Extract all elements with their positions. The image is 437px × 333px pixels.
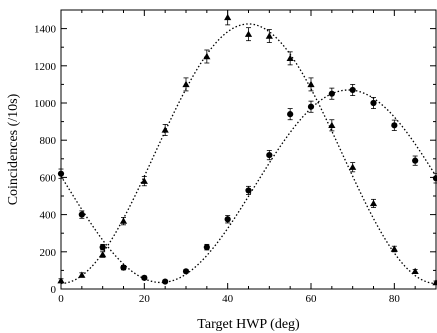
data-point-circle <box>182 268 190 275</box>
data-point-triangle <box>411 267 419 275</box>
data-point-circle <box>391 122 398 129</box>
data-point-circle <box>328 90 335 97</box>
data-point-triangle <box>328 121 336 129</box>
data-point-circle <box>78 211 85 218</box>
data-point-triangle <box>140 177 148 184</box>
data-point-circle <box>370 99 377 107</box>
x-tick-label: 0 <box>58 293 64 305</box>
data-marks <box>57 9 437 286</box>
data-point-circle <box>287 111 294 118</box>
data-point-circle <box>266 151 273 159</box>
data-point-triangle <box>182 80 190 88</box>
data-point-triangle <box>244 30 253 37</box>
data-point-circle <box>120 264 127 271</box>
data-point-triangle <box>224 13 232 21</box>
data-point-circle <box>245 187 252 194</box>
y-tick-label: 600 <box>40 172 57 184</box>
y-tick-label: 1200 <box>34 61 57 73</box>
data-point-circle <box>307 103 315 110</box>
x-tick-label: 80 <box>389 293 401 305</box>
data-point-triangle <box>203 52 211 60</box>
data-point-circle <box>412 157 419 164</box>
data-point-triangle <box>369 199 378 207</box>
data-point-circle <box>203 244 210 251</box>
data-point-triangle <box>307 80 315 88</box>
data-point-circle <box>99 244 106 251</box>
x-axis-label: Target HWP (deg) <box>197 317 300 332</box>
data-point-triangle <box>78 271 86 278</box>
data-point-triangle <box>161 126 169 133</box>
y-tick-label: 0 <box>51 284 57 296</box>
data-point-triangle <box>349 163 357 170</box>
data-point-triangle <box>390 245 398 252</box>
y-tick-label: 400 <box>40 210 57 222</box>
data-point-circle <box>349 86 356 94</box>
data-point-circle <box>141 274 148 281</box>
data-point-circle <box>224 216 231 223</box>
y-tick-label: 1400 <box>34 24 57 36</box>
x-tick-label: 20 <box>139 293 151 305</box>
data-point-triangle <box>265 32 273 39</box>
data-point-triangle <box>99 250 107 258</box>
y-axis-label: Coincidences (/10s) <box>6 93 21 205</box>
plot-frame <box>60 9 437 290</box>
data-point-triangle <box>286 54 294 62</box>
data-point-circle <box>162 278 169 285</box>
data-point-triangle <box>119 217 128 224</box>
x-tick-label: 60 <box>306 293 318 305</box>
x-tick-label: 40 <box>222 293 234 305</box>
fit-curves <box>60 23 437 285</box>
y-tick-label: 800 <box>40 135 57 147</box>
y-tick-label: 200 <box>40 247 57 259</box>
y-tick-label: 1000 <box>34 98 57 110</box>
fit-curve-1 <box>60 23 437 285</box>
